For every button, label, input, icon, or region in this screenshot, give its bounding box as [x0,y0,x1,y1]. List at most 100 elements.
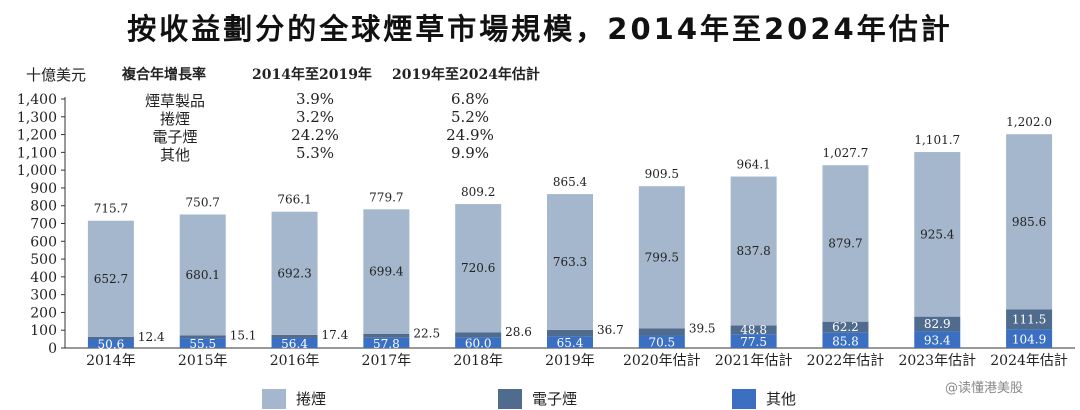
data-label-cigarettes: 985.6 [1012,215,1046,229]
cagr-row-label: 其他 [159,146,190,164]
bar-segment-other [363,337,410,348]
bar-segment-ecig [822,321,869,333]
data-label-cigarettes: 799.5 [645,250,679,264]
cagr-row-value: 3.9% [295,90,335,108]
chart-title: 按收益劃分的全球煙草市場規模，2014年至2024年估計 [127,12,953,46]
data-label-total: 809.2 [461,185,495,199]
bar-segment-ecig [914,316,961,332]
cagr-row-label: 捲煙 [159,110,190,128]
bar-segment-cigarettes [730,176,777,326]
x-tick-label: 2020年估計 [623,353,701,369]
cagr-col2-header: 2019年至2024年估計 [392,67,540,83]
data-label-total: 865.4 [553,175,588,189]
data-label-total: 1,202.0 [1006,115,1052,129]
data-label-cigarettes: 652.7 [94,272,128,286]
bar-segment-cigarettes [547,194,593,330]
data-label-cigarettes: 699.4 [369,265,404,279]
cagr-row-value: 5.3% [295,144,335,162]
data-label-other: 85.8 [832,334,859,348]
legend-label-other: 其他 [766,390,797,408]
bar-segment-ecig [730,325,777,335]
data-label-other: 70.5 [648,336,675,350]
bar-segment-other [87,339,134,348]
bar-segment-ecig [1006,309,1053,330]
bar-segment-other [730,334,777,348]
cagr-row-value: 9.9% [450,144,490,162]
bar-segment-ecig [179,335,226,339]
data-label-other: 77.5 [740,335,767,349]
bar-segment-ecig [638,328,685,336]
legend-item-ecig: 電子煙 [498,388,577,409]
y-tick-label: 1,400 [17,92,57,108]
data-label-total: 1,027.7 [823,146,869,160]
cagr-header: 複合年增長率 [122,67,206,83]
data-label-total: 909.5 [645,167,679,181]
legend-item-other: 其他 [732,388,796,409]
cagr-row-value: 6.8% [450,90,490,108]
bar-segment-cigarettes [914,152,961,317]
y-tick-label: 1,200 [17,128,57,144]
legend-item-cigarettes: 捲煙 [262,388,326,409]
x-tick-label: 2018年 [453,353,503,369]
x-tick-label: 2024年估計 [990,353,1068,369]
bar-segment-other [271,337,318,348]
data-label-total: 750.7 [186,195,220,209]
y-tick-label: 1,100 [17,145,57,161]
y-tick-label: 300 [30,288,57,304]
x-tick-label: 2019年 [545,353,595,369]
x-tick-label: 2015年 [178,353,228,369]
cagr-row-value: 24.9% [446,126,494,144]
bar-segment-other [638,335,685,348]
data-label-total: 964.1 [736,158,770,172]
bar-segment-ecig [547,329,593,337]
data-label-cigarettes: 763.3 [553,255,587,269]
y-tick-label: 900 [30,181,57,197]
data-label-total: 715.7 [94,202,128,216]
data-label-other: 50.6 [98,338,125,352]
data-label-cigarettes: 720.6 [461,261,495,275]
y-tick-label: 200 [30,305,57,321]
cagr-row-label: 電子煙 [152,128,198,146]
data-label-cigarettes: 837.8 [736,244,770,258]
data-label-cigarettes: 692.3 [277,266,311,280]
data-label-ecig: 62.2 [832,320,859,334]
legend-swatch-ecig [498,388,522,409]
data-label-cigarettes: 879.7 [828,236,862,250]
data-label-total: 766.1 [277,193,311,207]
cagr-row-value: 5.2% [450,108,490,126]
data-label-total: 779.7 [369,190,403,204]
x-tick-label: 2016年 [270,353,320,369]
bar-segment-cigarettes [271,211,318,335]
bar-segment-other [914,331,961,348]
y-tick-label: 400 [30,270,57,286]
data-label-ecig: 36.7 [597,323,624,337]
data-label-other: 65.4 [557,336,584,350]
y-tick-label: 0 [48,341,57,357]
bar-segment-cigarettes [363,209,410,334]
cagr-row-value: 3.2% [295,108,335,126]
y-axis-unit-label: 十億美元 [26,66,87,84]
y-tick-label: 600 [30,234,57,250]
y-tick-label: 700 [30,217,57,233]
data-label-ecig: 82.9 [924,317,951,331]
bar-segment-ecig [455,332,502,338]
cagr-col1-header: 2014年至2019年 [252,67,372,83]
data-label-ecig: 111.5 [1012,312,1046,326]
cagr-row-value: 24.2% [291,126,339,144]
data-label-other: 93.4 [924,334,951,348]
legend-swatch-cigarettes [262,388,286,409]
watermark-text: @读懂港美股 [945,381,1024,396]
y-tick-label: 800 [30,199,57,215]
x-tick-label: 2021年估計 [715,353,793,369]
x-tick-label: 2023年估計 [898,353,976,369]
bar-segment-cigarettes [455,204,502,333]
data-label-other: 55.5 [189,337,216,351]
bar-segment-other [179,338,226,348]
bar-segment-ecig [363,333,410,338]
y-tick-label: 1,300 [17,110,57,126]
bar-segment-cigarettes [822,165,869,322]
data-label-ecig: 22.5 [413,327,440,341]
legend-label-cigarettes: 捲煙 [296,390,327,408]
x-tick-label: 2014年 [86,353,136,369]
data-label-ecig: 48.8 [740,323,767,337]
